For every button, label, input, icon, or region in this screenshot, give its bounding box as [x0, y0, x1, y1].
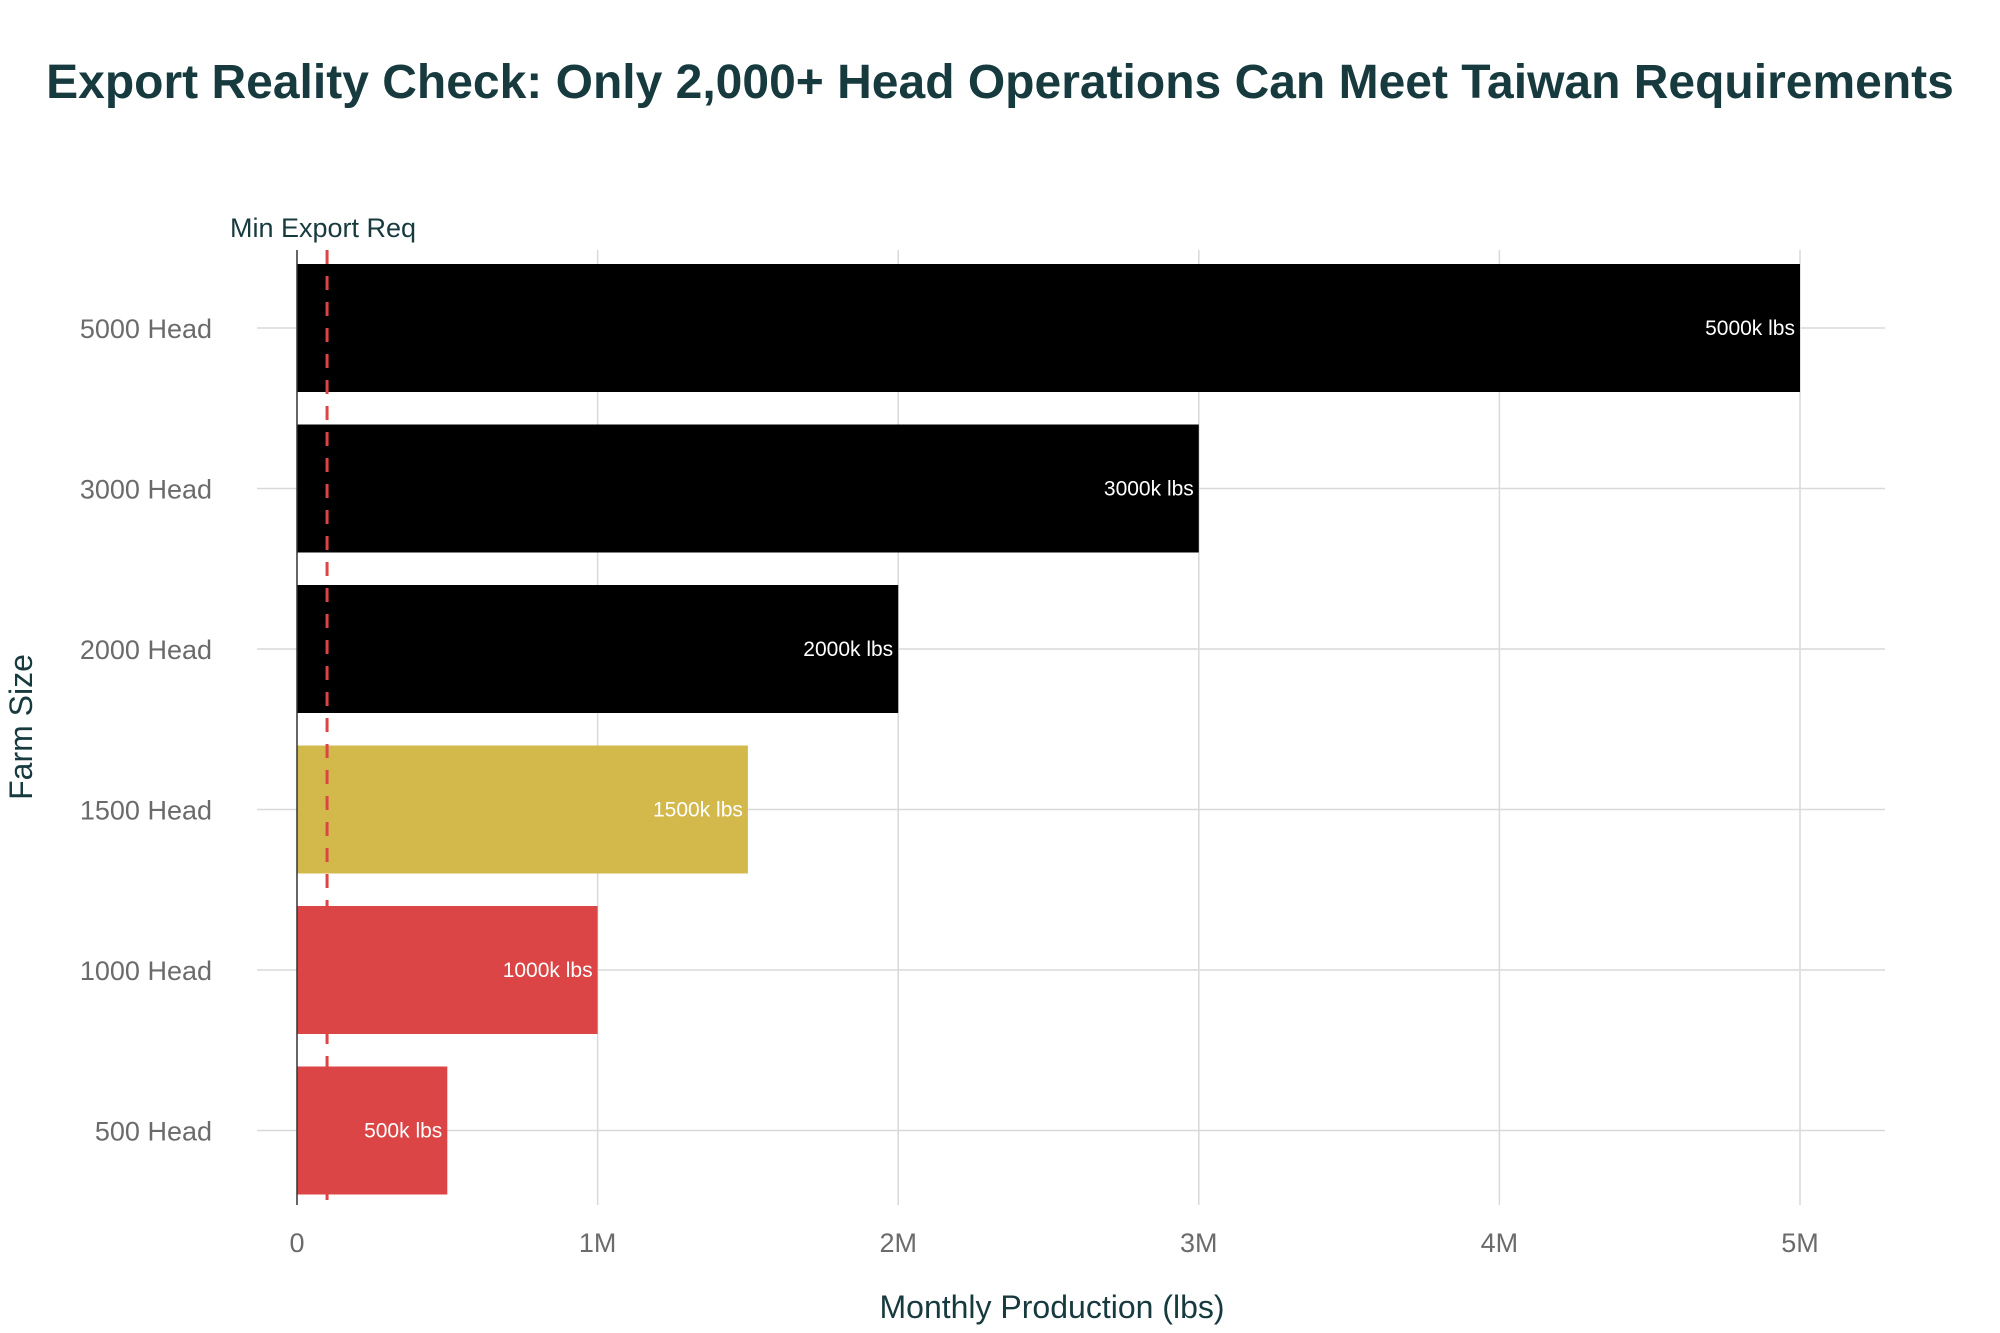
x-axis-title: Monthly Production (lbs) [879, 1289, 1224, 1325]
y-tick-label: 3000 Head [80, 475, 212, 505]
x-tick-label: 3M [1180, 1228, 1218, 1258]
bar-data-label: 1500k lbs [653, 799, 743, 822]
x-tick-label: 5M [1781, 1228, 1819, 1258]
bar [297, 906, 598, 1034]
x-tick-label: 2M [879, 1228, 917, 1258]
y-tick-label: 1000 Head [80, 956, 212, 986]
bar [297, 424, 1199, 553]
x-tick-label: 1M [579, 1228, 617, 1258]
bar [297, 745, 748, 874]
y-tick-label: 5000 Head [80, 314, 212, 344]
bar-data-label: 2000k lbs [803, 638, 893, 661]
y-tick-label: 500 Head [95, 1117, 212, 1147]
chart-title: Export Reality Check: Only 2,000+ Head O… [46, 56, 1954, 109]
y-tick-labels: 5000 Head 3000 Head 2000 Head 1500 Head 1000… [80, 314, 212, 1147]
y-tick-label: 2000 Head [80, 635, 212, 665]
x-gridlines [596, 250, 1801, 1205]
y-tick-label: 1500 Head [80, 796, 212, 826]
x-tick-labels: 0 1M 2M 3M 4M 5M [289, 1228, 1818, 1258]
bars [297, 264, 1800, 1195]
bar-labels: 5000k lbs 3000k lbs 2000k lbs 1500k lbs 1000… [364, 317, 1795, 1143]
bar [297, 1066, 448, 1195]
bar-data-label: 3000k lbs [1104, 478, 1194, 501]
x-tick-label: 0 [289, 1228, 304, 1258]
bar-data-label: 500k lbs [364, 1120, 442, 1143]
reference-line-group: Min Export Req [230, 213, 416, 1205]
bar-data-label: 5000k lbs [1705, 317, 1795, 340]
reference-line-label: Min Export Req [230, 213, 416, 243]
x-tick-label: 4M [1481, 1228, 1519, 1258]
bar [297, 264, 1800, 392]
bar-data-label: 1000k lbs [503, 959, 593, 982]
bar [297, 585, 899, 713]
y-axis-title: Farm Size [3, 654, 39, 800]
